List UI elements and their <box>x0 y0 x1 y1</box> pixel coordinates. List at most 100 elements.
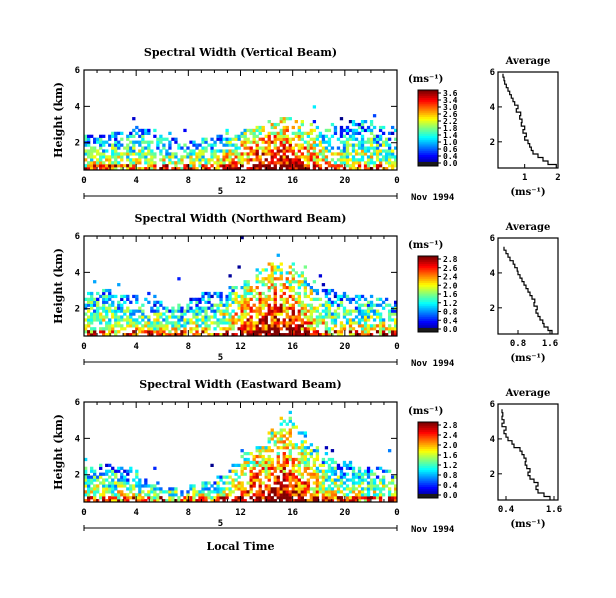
heatmap-cell <box>264 134 268 138</box>
heatmap-cell <box>96 137 100 141</box>
heatmap-cell <box>192 309 196 313</box>
heatmap-cell <box>393 312 398 316</box>
heatmap-cell <box>216 496 220 500</box>
heatmap-cell <box>324 469 329 473</box>
heatmap-cell <box>285 324 289 328</box>
colorbar-swatch <box>418 314 438 318</box>
average-y-tick-label: 4 <box>490 103 496 113</box>
heatmap-cell <box>240 143 244 147</box>
colorbar-swatch <box>418 465 438 468</box>
heatmap-cell <box>342 324 347 328</box>
x-tick-label: 4 <box>133 508 139 518</box>
heatmap-cell <box>303 309 308 313</box>
heatmap-cell <box>288 288 292 293</box>
heatmap-cell <box>318 321 323 325</box>
heatmap-cell <box>357 143 362 147</box>
heatmap-cell <box>108 134 112 138</box>
heatmap-cell <box>228 469 232 473</box>
heatmap-cell <box>312 149 317 153</box>
heatmap-cell <box>285 117 289 121</box>
date-marker: 5 <box>218 519 223 529</box>
heatmap-cell <box>192 315 196 319</box>
heatmap-cell <box>285 312 289 316</box>
heatmap-cell <box>351 481 356 485</box>
heatmap-cell <box>315 321 320 325</box>
heatmap-cell <box>222 327 226 331</box>
heatmap-cell <box>87 300 91 304</box>
heatmap-cell <box>135 499 139 503</box>
colorbar-swatch <box>418 452 438 455</box>
heatmap-cell <box>366 327 371 331</box>
heatmap-cell <box>168 146 172 150</box>
heatmap-cell <box>165 152 169 156</box>
heatmap-cell <box>324 312 329 316</box>
heatmap-cell <box>228 303 232 307</box>
colorbar-tick-label: 0.4 <box>443 152 458 161</box>
heatmap-cell <box>312 297 317 301</box>
colorbar-swatch <box>418 273 438 276</box>
heatmap-cell <box>141 330 145 334</box>
heatmap-cell <box>354 161 359 165</box>
colorbar-swatch <box>418 490 438 493</box>
heatmap-cell <box>351 149 356 153</box>
heatmap-cell <box>201 318 205 322</box>
heatmap-cell <box>285 149 289 153</box>
heatmap-cell <box>231 288 235 293</box>
average-title: Average <box>505 222 551 233</box>
heatmap-cell <box>102 303 106 307</box>
heatmap-cell <box>339 131 344 135</box>
heatmap-cell <box>264 268 268 272</box>
heatmap-cell <box>300 274 304 278</box>
heatmap-cell <box>111 330 115 334</box>
heatmap-cell <box>231 469 235 473</box>
heatmap-cell <box>240 463 244 467</box>
heatmap-cell <box>255 286 259 290</box>
heatmap-cell <box>279 131 283 135</box>
colorbar-swatch <box>418 275 438 278</box>
heatmap-cell <box>255 152 259 156</box>
heatmap-cell <box>159 300 163 304</box>
heatmap-cell <box>300 460 304 465</box>
heatmap-cell <box>132 294 136 299</box>
heatmap-cell <box>369 152 374 156</box>
heatmap-cell <box>255 454 259 459</box>
heatmap-cell <box>363 499 368 503</box>
average-x-tick-label: 1.6 <box>546 505 562 515</box>
heatmap-cell <box>114 493 118 497</box>
heatmap-cell <box>243 303 247 307</box>
heatmap-cell <box>102 309 106 313</box>
heatmap-cell <box>291 125 295 130</box>
heatmap-cell <box>96 475 100 479</box>
heatmap-cell <box>300 312 304 316</box>
heatmap-cell <box>342 143 347 147</box>
heatmap-cell <box>279 493 283 497</box>
heatmap-cell <box>291 309 295 313</box>
heatmap-cell <box>237 487 241 491</box>
heatmap-cell <box>147 490 151 494</box>
heatmap-cell <box>150 309 154 313</box>
heatmap-cell <box>231 161 235 165</box>
heatmap-cell <box>120 484 124 488</box>
colorbar-swatch <box>418 288 438 291</box>
heatmap-cell <box>288 449 292 453</box>
y-tick-label: 2 <box>75 305 80 315</box>
heatmap-cell <box>333 472 338 476</box>
heatmap-cell <box>204 318 208 322</box>
heatmap-cell <box>171 152 175 156</box>
colorbar-swatch <box>418 126 438 129</box>
heatmap-cell <box>102 134 106 138</box>
heatmap-cell <box>312 161 317 165</box>
heatmap-cell <box>249 460 253 465</box>
heatmap-cell <box>285 443 289 447</box>
heatmap-cell <box>393 324 398 328</box>
heatmap-cell <box>333 481 338 485</box>
heatmap-cell <box>222 152 226 156</box>
heatmap-cell <box>258 125 262 130</box>
heatmap-cell <box>198 318 202 322</box>
heatmap-cell <box>111 496 115 500</box>
heatmap-cell <box>153 134 157 138</box>
heatmap-cell <box>276 277 280 281</box>
heatmap-cell <box>276 460 280 465</box>
heatmap-cell <box>90 300 94 304</box>
heatmap-cell <box>243 466 247 470</box>
